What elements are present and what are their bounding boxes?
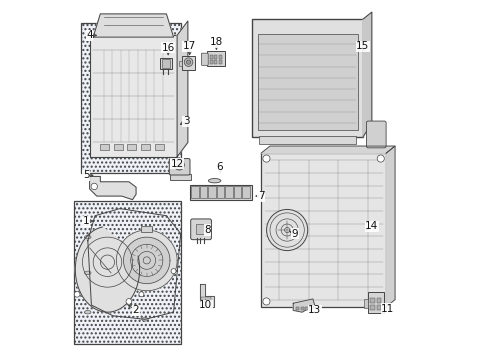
Polygon shape [363, 12, 372, 137]
Bar [90, 35, 177, 157]
Text: 7: 7 [258, 191, 265, 201]
Text: 1: 1 [83, 216, 89, 226]
Bar [191, 186, 198, 198]
Bar [377, 305, 381, 310]
Circle shape [174, 160, 184, 170]
Text: 3: 3 [183, 116, 189, 126]
Bar [160, 58, 172, 69]
Text: 13: 13 [308, 305, 321, 315]
Polygon shape [386, 146, 395, 307]
Polygon shape [199, 284, 214, 307]
Bar [368, 292, 384, 313]
Text: 6: 6 [217, 162, 223, 172]
Circle shape [377, 298, 384, 305]
Bar [377, 298, 381, 303]
Bar [207, 51, 224, 66]
Bar [217, 186, 224, 198]
Circle shape [177, 162, 182, 167]
Ellipse shape [142, 318, 148, 321]
Bar [219, 55, 222, 59]
Bar [210, 55, 213, 59]
Bar [364, 298, 368, 307]
Text: 11: 11 [381, 303, 394, 314]
Bar [142, 226, 152, 232]
Bar [208, 186, 216, 198]
Circle shape [126, 298, 132, 304]
Bar [141, 144, 150, 150]
Text: 4: 4 [86, 30, 93, 40]
Bar [296, 307, 299, 310]
Bar [127, 144, 136, 150]
FancyBboxPatch shape [201, 53, 208, 65]
Circle shape [267, 210, 308, 251]
Bar [210, 60, 213, 64]
Text: 15: 15 [356, 41, 369, 51]
FancyBboxPatch shape [367, 121, 386, 148]
Text: 14: 14 [365, 221, 378, 231]
Bar [100, 144, 109, 150]
Text: 8: 8 [204, 225, 211, 235]
Text: 18: 18 [210, 37, 223, 48]
Bar [301, 307, 304, 310]
Text: 17: 17 [183, 41, 196, 51]
Circle shape [377, 155, 384, 162]
Ellipse shape [85, 271, 91, 275]
Polygon shape [117, 230, 177, 291]
Ellipse shape [85, 235, 91, 239]
Bar [182, 57, 196, 70]
Bar [214, 60, 218, 64]
Polygon shape [261, 146, 395, 153]
Bar [214, 55, 218, 59]
Circle shape [74, 292, 80, 297]
Circle shape [91, 183, 98, 190]
Bar [234, 186, 241, 198]
Bar [196, 224, 206, 234]
Bar [370, 305, 375, 310]
Circle shape [263, 155, 270, 162]
Circle shape [184, 58, 193, 66]
FancyBboxPatch shape [191, 219, 211, 240]
Bar [155, 144, 164, 150]
Polygon shape [177, 21, 188, 157]
Polygon shape [90, 176, 136, 200]
FancyBboxPatch shape [169, 158, 190, 175]
Circle shape [139, 292, 144, 297]
Text: 16: 16 [162, 43, 175, 53]
Text: 5: 5 [83, 170, 89, 180]
Bar [170, 174, 191, 180]
Circle shape [263, 298, 270, 305]
Circle shape [171, 269, 176, 274]
Polygon shape [93, 14, 173, 37]
Bar [219, 60, 222, 64]
Bar [261, 153, 386, 307]
Bar [199, 186, 207, 198]
Bar [242, 186, 249, 198]
Polygon shape [75, 227, 140, 312]
Ellipse shape [149, 285, 155, 289]
Circle shape [186, 60, 191, 64]
Text: 10: 10 [199, 300, 212, 310]
Text: 2: 2 [133, 305, 139, 315]
Bar [81, 23, 181, 173]
Bar [162, 59, 171, 68]
Bar [179, 61, 182, 66]
Polygon shape [293, 299, 315, 312]
Bar [201, 297, 211, 306]
Bar [259, 136, 356, 144]
Bar [114, 144, 123, 150]
Bar [190, 185, 252, 200]
Bar [252, 19, 363, 137]
Text: 12: 12 [171, 159, 184, 169]
Ellipse shape [208, 179, 221, 183]
Bar [74, 202, 181, 344]
Bar [225, 186, 233, 198]
Polygon shape [123, 237, 170, 284]
Ellipse shape [85, 310, 91, 314]
Bar [305, 307, 309, 310]
Bar [370, 298, 375, 303]
Bar [258, 33, 358, 130]
Text: 9: 9 [292, 229, 298, 239]
